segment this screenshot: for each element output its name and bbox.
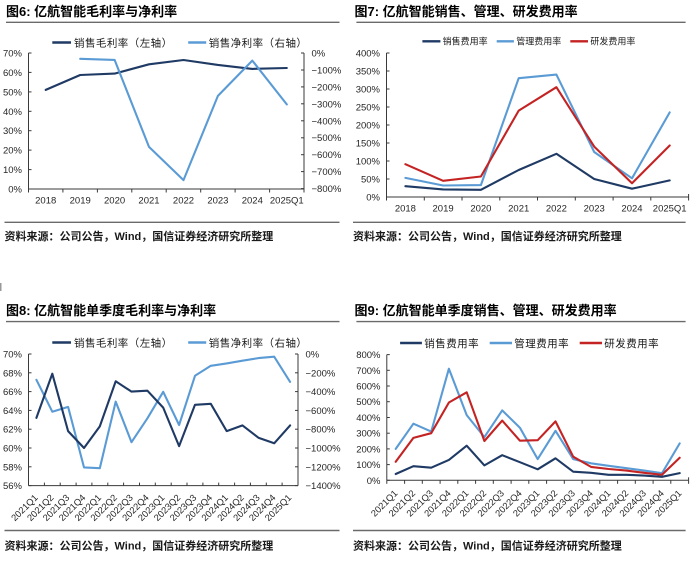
svg-text:−1200%: −1200%	[306, 462, 342, 473]
svg-text:400%: 400%	[356, 49, 381, 60]
svg-text:销售费用率: 销售费用率	[424, 336, 479, 351]
svg-text:40%: 40%	[3, 107, 23, 118]
svg-text:−300%: −300%	[312, 99, 342, 110]
svg-text:−200%: −200%	[312, 82, 342, 93]
svg-text:100%: 100%	[356, 157, 381, 168]
svg-text:2019: 2019	[433, 204, 454, 215]
svg-text:2022: 2022	[173, 196, 194, 207]
svg-text:−600%: −600%	[306, 406, 336, 417]
svg-text:200%: 200%	[356, 444, 381, 455]
svg-text:10%: 10%	[3, 165, 23, 176]
svg-text:58%: 58%	[3, 462, 23, 473]
svg-text:30%: 30%	[3, 126, 23, 137]
svg-text:管理费用率: 管理费用率	[514, 336, 569, 351]
svg-text:销售毛利率（左轴）: 销售毛利率（左轴）	[74, 35, 173, 50]
svg-text:−600%: −600%	[312, 150, 342, 161]
svg-text:−800%: −800%	[312, 184, 342, 195]
svg-text:2018: 2018	[395, 204, 416, 215]
svg-text:−400%: −400%	[306, 387, 336, 398]
svg-text:−100%: −100%	[312, 66, 342, 77]
svg-text:300%: 300%	[356, 85, 381, 96]
svg-text:64%: 64%	[3, 406, 23, 417]
svg-text:图9: 亿航智能单季度销售、管理、研发费用率: 图9: 亿航智能单季度销售、管理、研发费用率	[355, 300, 617, 319]
svg-text:2021: 2021	[508, 204, 529, 215]
svg-text:20%: 20%	[3, 146, 23, 157]
svg-text:−200%: −200%	[306, 368, 336, 379]
svg-text:管理费用率: 管理费用率	[516, 35, 561, 48]
svg-text:300%: 300%	[356, 429, 381, 440]
svg-text:0%: 0%	[306, 350, 320, 361]
svg-text:销售净利率（右轴）: 销售净利率（右轴）	[209, 335, 308, 350]
svg-text:66%: 66%	[3, 387, 23, 398]
svg-text:350%: 350%	[356, 67, 381, 78]
svg-text:−700%: −700%	[312, 167, 342, 178]
svg-text:2019: 2019	[70, 196, 91, 207]
svg-text:2020: 2020	[104, 196, 125, 207]
svg-text:70%: 70%	[3, 350, 23, 361]
svg-text:资料来源：公司公告，Wind，国信证券经济研究所整理: 资料来源：公司公告，Wind，国信证券经济研究所整理	[5, 538, 274, 554]
svg-text:图6: 亿航智能毛利率与净利率: 图6: 亿航智能毛利率与净利率	[6, 1, 177, 20]
svg-text:250%: 250%	[356, 103, 381, 114]
svg-text:−400%: −400%	[312, 116, 342, 127]
svg-text:50%: 50%	[361, 175, 381, 186]
svg-text:500%: 500%	[356, 397, 381, 408]
svg-text:56%: 56%	[3, 481, 23, 492]
svg-text:0%: 0%	[312, 49, 326, 60]
svg-text:资料来源：公司公告，Wind，国信证券经济研究所整理: 资料来源：公司公告，Wind，国信证券经济研究所整理	[353, 228, 622, 244]
svg-text:600%: 600%	[356, 382, 381, 393]
svg-text:图8: 亿航智能单季度毛利率与净利率: 图8: 亿航智能单季度毛利率与净利率	[6, 300, 216, 319]
svg-text:62%: 62%	[3, 425, 23, 436]
svg-text:200%: 200%	[356, 121, 381, 132]
svg-text:800%: 800%	[356, 350, 381, 361]
svg-text:销售净利率（右轴）: 销售净利率（右轴）	[209, 35, 308, 50]
svg-text:−800%: −800%	[306, 425, 336, 436]
svg-text:销售毛利率（左轴）: 销售毛利率（左轴）	[74, 335, 173, 350]
svg-text:图7: 亿航智能销售、管理、研发费用率: 图7: 亿航智能销售、管理、研发费用率	[355, 1, 578, 20]
svg-text:研发费用率: 研发费用率	[590, 35, 635, 48]
svg-text:2024: 2024	[621, 204, 642, 215]
svg-text:−1000%: −1000%	[306, 444, 342, 455]
svg-text:2023: 2023	[207, 196, 228, 207]
svg-text:60%: 60%	[3, 444, 23, 455]
svg-text:2025Q1: 2025Q1	[270, 196, 304, 207]
svg-text:资料来源：公司公告，Wind，国信证券经济研究所整理: 资料来源：公司公告，Wind，国信证券经济研究所整理	[353, 538, 622, 554]
svg-text:0%: 0%	[366, 193, 380, 204]
svg-text:0%: 0%	[8, 185, 22, 196]
svg-text:2018: 2018	[35, 196, 56, 207]
svg-text:2021: 2021	[138, 196, 159, 207]
svg-text:销售费用率: 销售费用率	[443, 35, 488, 48]
svg-text:研发费用率: 研发费用率	[604, 336, 659, 351]
svg-text:50%: 50%	[3, 87, 23, 98]
svg-text:2022: 2022	[546, 204, 567, 215]
svg-text:−1400%: −1400%	[306, 481, 342, 492]
svg-text:0%: 0%	[367, 476, 381, 487]
svg-text:68%: 68%	[3, 368, 23, 379]
svg-text:150%: 150%	[356, 139, 381, 150]
svg-text:2020: 2020	[470, 204, 491, 215]
svg-text:2024: 2024	[242, 196, 263, 207]
svg-text:700%: 700%	[356, 366, 381, 377]
svg-text:2025Q1: 2025Q1	[653, 204, 687, 215]
svg-text:70%: 70%	[3, 49, 23, 60]
svg-text:2023: 2023	[584, 204, 605, 215]
svg-text:400%: 400%	[356, 413, 381, 424]
svg-text:资料来源：公司公告，Wind，国信证券经济研究所整理: 资料来源：公司公告，Wind，国信证券经济研究所整理	[5, 228, 274, 244]
svg-text:100%: 100%	[356, 460, 381, 471]
svg-text:60%: 60%	[3, 68, 23, 79]
svg-text:−500%: −500%	[312, 133, 342, 144]
